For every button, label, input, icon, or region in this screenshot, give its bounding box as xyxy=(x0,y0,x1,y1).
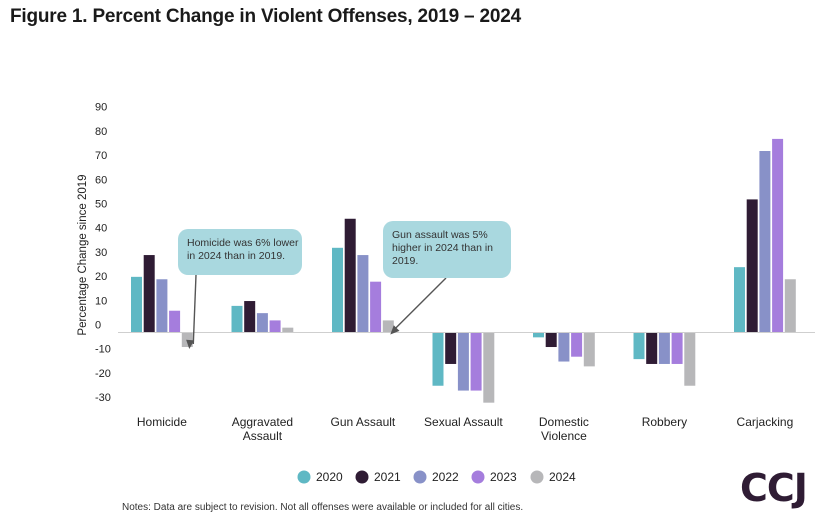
bar-2020 xyxy=(633,332,645,360)
bar-2021 xyxy=(143,255,155,333)
callout-arrow-line xyxy=(192,274,197,345)
y-axis-title-group: Percentage Change since 2019 xyxy=(77,174,89,335)
bar-2023 xyxy=(169,310,181,333)
y-tick-label: 10 xyxy=(95,295,107,307)
y-tick-label: 50 xyxy=(95,199,107,211)
legend: 2020 2021 2022 2023 2024 xyxy=(297,470,576,484)
callout-text: Gun assault was 5% xyxy=(392,229,488,241)
callout-text: in 2024 than in 2019. xyxy=(187,250,285,262)
category-label: Domestic xyxy=(539,415,589,429)
chart-title: Figure 1. Percent Change in Violent Offe… xyxy=(10,6,521,27)
bar-2020 xyxy=(432,332,444,386)
bar-2024 xyxy=(684,332,696,386)
y-tick-label: -20 xyxy=(95,368,111,380)
bar-2022 xyxy=(156,279,168,333)
y-tick-label: 40 xyxy=(95,223,107,235)
callout-arrow-head xyxy=(186,339,195,350)
y-tick-label: -10 xyxy=(95,344,111,356)
callout-text: higher in 2024 than in xyxy=(392,242,493,254)
bar-2021 xyxy=(746,199,758,333)
bar-2023 xyxy=(470,332,482,391)
bar-2021 xyxy=(545,332,557,348)
bar-2022 xyxy=(457,332,469,391)
bar-2023 xyxy=(772,138,784,333)
legend-label-2024: 2024 xyxy=(549,470,576,484)
bar-2020 xyxy=(533,332,544,338)
y-tick-label: 20 xyxy=(95,271,107,283)
y-axis-title: Percentage Change since 2019 xyxy=(77,174,89,335)
y-tick-label: 0 xyxy=(95,320,101,332)
legend-label-2022: 2022 xyxy=(432,470,459,484)
legend-label-2021: 2021 xyxy=(374,470,401,484)
y-tick-label: 70 xyxy=(95,150,107,162)
bar-2022 xyxy=(658,332,670,364)
legend-swatch-2024 xyxy=(530,470,544,484)
legend-label-2020: 2020 xyxy=(316,470,343,484)
bar-2021 xyxy=(244,301,256,333)
bar-2022 xyxy=(256,313,268,333)
category-label: Assault xyxy=(243,429,283,443)
bar-2020 xyxy=(131,276,142,333)
callout-arrow-head xyxy=(390,325,400,335)
bar-2024 xyxy=(784,279,796,333)
category-label: Violence xyxy=(541,429,587,443)
bar-2023 xyxy=(370,281,382,333)
y-tick-label: -30 xyxy=(95,392,111,404)
bar-2024 xyxy=(181,332,193,348)
y-tick-label: 90 xyxy=(95,102,107,114)
bar-2024 xyxy=(583,332,595,367)
y-tick-labels: 90 80 70 60 50 40 30 20 10 0 -10 -20 -30 xyxy=(95,102,111,404)
bar-2021 xyxy=(445,332,457,364)
ccj-logo: CCJ xyxy=(740,466,808,510)
bar-2024 xyxy=(282,327,294,333)
bar-2020 xyxy=(734,267,745,333)
bar-2023 xyxy=(269,320,281,333)
category-label: Robbery xyxy=(642,415,687,429)
category-label: Carjacking xyxy=(737,415,794,429)
bar-2024 xyxy=(483,332,495,403)
y-tick-label: 60 xyxy=(95,174,107,186)
bar-2021 xyxy=(646,332,658,364)
bar-2022 xyxy=(558,332,570,362)
bar-2020 xyxy=(332,247,343,333)
notes: Notes: Data are subject to revision. Not… xyxy=(122,502,524,513)
legend-swatch-2021 xyxy=(355,470,369,484)
category-label: Gun Assault xyxy=(331,415,396,429)
y-tick-label: 80 xyxy=(95,126,107,138)
category-label: Homicide xyxy=(137,415,187,429)
bar-2022 xyxy=(357,255,369,333)
category-label: Sexual Assault xyxy=(424,415,503,429)
bar-2024 xyxy=(382,320,394,333)
callout-box xyxy=(178,229,302,275)
callout-text: Homicide was 6% lower xyxy=(187,237,299,249)
bar-2021 xyxy=(344,218,356,333)
legend-label-2023: 2023 xyxy=(490,470,517,484)
legend-swatch-2022 xyxy=(413,470,427,484)
bar-2023 xyxy=(571,332,583,357)
legend-swatch-2020 xyxy=(297,470,311,484)
callout-arrow-line xyxy=(393,277,447,330)
callout-box xyxy=(383,221,511,278)
bar-2023 xyxy=(671,332,683,364)
bar-2020 xyxy=(231,305,243,333)
y-tick-label: 30 xyxy=(95,247,107,259)
category-label: Aggravated xyxy=(232,415,293,429)
bars xyxy=(131,138,796,403)
callout-text: 2019. xyxy=(392,255,418,267)
legend-swatch-2023 xyxy=(471,470,485,484)
bar-2022 xyxy=(759,151,771,333)
